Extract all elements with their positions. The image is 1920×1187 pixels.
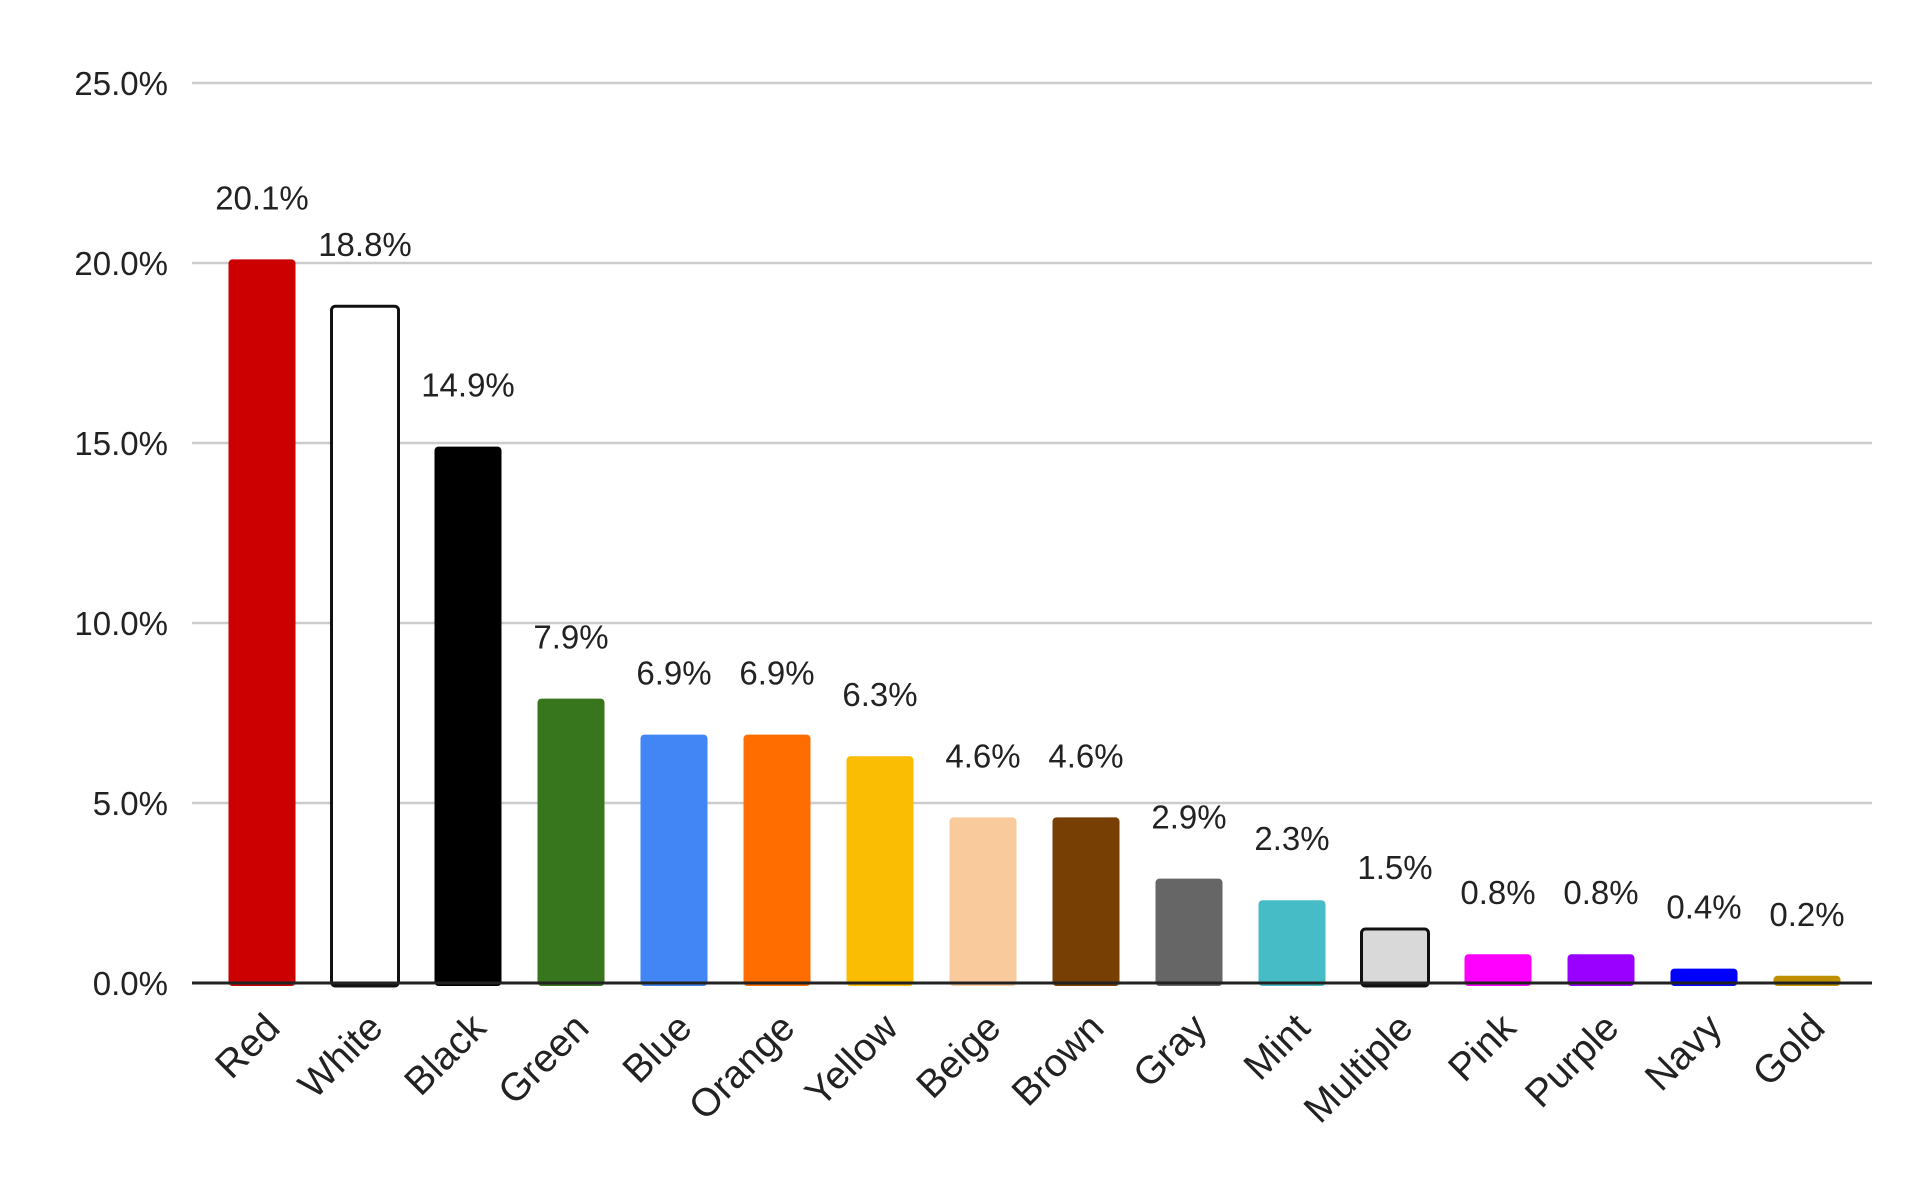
- data-label: 6.9%: [739, 655, 814, 692]
- bar-white: [330, 304, 400, 988]
- y-tick-label: 15.0%: [74, 425, 168, 462]
- data-label: 20.1%: [215, 179, 309, 216]
- data-label: 18.8%: [318, 226, 412, 263]
- bar-beige: [949, 817, 1017, 986]
- data-label: 6.3%: [842, 676, 917, 713]
- bar-pink: [1464, 954, 1532, 986]
- x-category-label: Pink: [1440, 1006, 1524, 1090]
- x-category-label: Orange: [681, 1006, 803, 1128]
- data-label: 6.9%: [636, 655, 711, 692]
- data-label: 0.4%: [1666, 889, 1741, 926]
- y-tick-label: 20.0%: [74, 245, 168, 282]
- data-label: 2.9%: [1151, 799, 1226, 836]
- x-category-label: Gold: [1745, 1006, 1834, 1095]
- bar-mint: [1258, 900, 1326, 986]
- x-category-label: Purple: [1517, 1006, 1627, 1116]
- x-category-label: Gray: [1125, 1006, 1216, 1097]
- data-labels: 20.1%18.8% 14.9% 7.9% 6.9% 6.9% 6.3% 4.6% 4.6% 2…: [215, 179, 1844, 932]
- y-tick-label: 0.0%: [93, 965, 168, 1002]
- data-label: 0.8%: [1563, 874, 1638, 911]
- data-label: 14.9%: [421, 367, 515, 404]
- data-label: 4.6%: [945, 737, 1020, 774]
- y-tick-label: 10.0%: [74, 605, 168, 642]
- x-category-label: Multiple: [1296, 1006, 1421, 1131]
- bar-red: [228, 259, 296, 986]
- bar-gray: [1155, 878, 1223, 986]
- x-category-label: Brown: [1004, 1006, 1113, 1115]
- x-category-label: Yellow: [797, 1005, 907, 1115]
- data-label: 1.5%: [1357, 849, 1432, 886]
- data-label: 7.9%: [533, 619, 608, 656]
- data-label: 0.8%: [1460, 874, 1535, 911]
- x-category-label: Beige: [908, 1006, 1009, 1107]
- x-category-label: Black: [397, 1006, 495, 1104]
- x-category-label: Blue: [615, 1006, 701, 1092]
- data-label: 0.2%: [1769, 896, 1844, 933]
- y-tick-label: 25.0%: [74, 65, 168, 102]
- bars: [228, 259, 1841, 988]
- bar-purple: [1567, 954, 1635, 986]
- y-tick-label: 5.0%: [93, 785, 168, 822]
- x-category-label: Red: [207, 1006, 288, 1087]
- bar-green: [537, 698, 605, 986]
- bar-blue: [640, 734, 708, 986]
- x-category-label: White: [290, 1006, 391, 1107]
- bar-brown: [1052, 817, 1120, 986]
- data-label: 2.3%: [1254, 820, 1329, 857]
- y-axis-tick-labels: 0.0% 5.0% 10.0% 15.0% 20.0% 25.0%: [74, 65, 168, 1002]
- x-category-label: Green: [490, 1006, 597, 1113]
- bar-black: [434, 446, 502, 987]
- data-label: 4.6%: [1048, 737, 1123, 774]
- x-category-label: Mint: [1236, 1006, 1319, 1089]
- x-category-label: Navy: [1637, 1006, 1731, 1100]
- bar-multiple: [1360, 927, 1430, 988]
- bar-orange: [743, 734, 811, 986]
- bar-yellow: [846, 756, 914, 986]
